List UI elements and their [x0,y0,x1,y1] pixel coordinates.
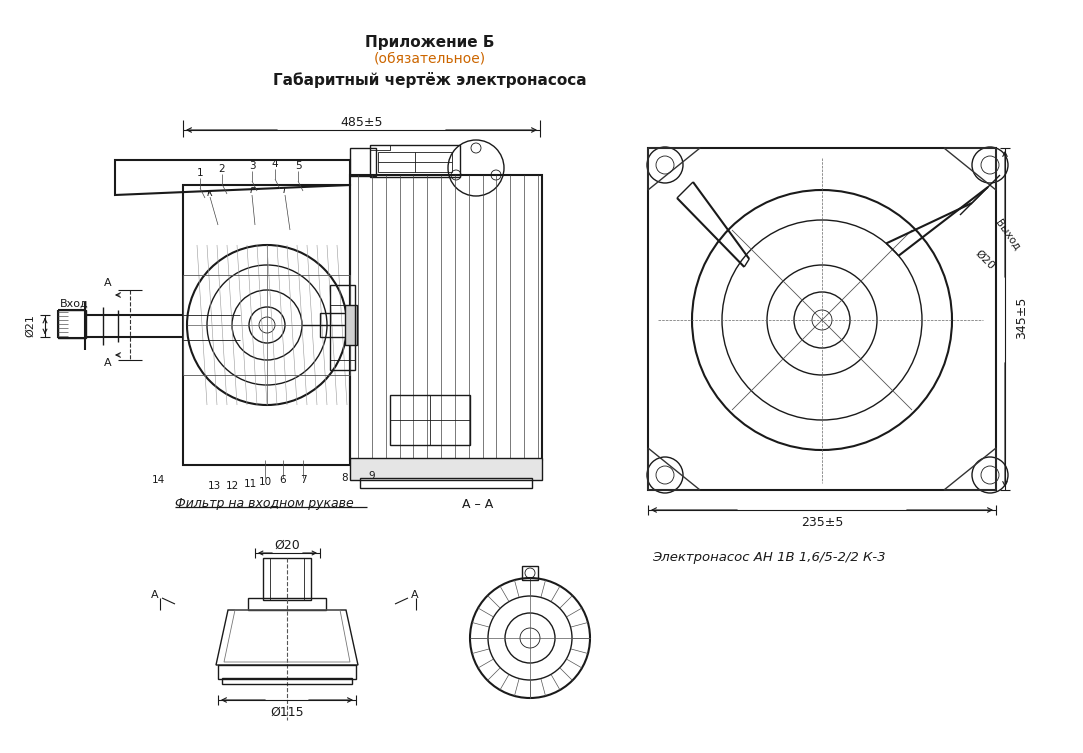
Text: 8: 8 [342,473,349,483]
Text: A: A [104,278,112,288]
Text: Ø115: Ø115 [270,706,304,718]
Bar [360,478,532,488]
Text: Ø20: Ø20 [274,538,300,551]
Text: 14: 14 [152,475,165,485]
Text: 7: 7 [300,475,306,485]
Text: 235±5: 235±5 [800,517,844,529]
Bar [522,566,538,580]
Bar [270,558,304,600]
Text: Электронасос АН 1В 1,6/5-2/2 К-3: Электронасос АН 1В 1,6/5-2/2 К-3 [652,551,886,565]
Text: 10: 10 [259,477,272,487]
Bar [370,145,390,150]
Bar [350,458,542,480]
Bar [183,185,350,465]
Text: Ø20: Ø20 [974,248,996,272]
Bar [222,678,352,684]
Text: 1: 1 [197,168,204,178]
Text: Габаритный чертёж электронасоса: Габаритный чертёж электронасоса [273,72,587,88]
Text: Фильтр на входном рукаве: Фильтр на входном рукаве [175,498,354,511]
Text: 2: 2 [219,164,225,174]
Bar [58,310,86,338]
Text: Приложение Б: Приложение Б [365,35,495,50]
Bar [345,305,357,345]
Bar [218,665,356,679]
Bar [350,175,542,460]
Text: (обязательное): (обязательное) [374,51,486,65]
Text: 12: 12 [225,481,238,491]
Text: A: A [104,358,112,368]
Text: г: г [249,185,255,195]
Bar [370,145,460,177]
Bar [350,148,376,176]
Text: 13: 13 [207,481,221,491]
Text: Ø21: Ø21 [25,315,35,337]
Bar [378,152,452,172]
Text: Выход: Выход [994,218,1022,252]
Bar [183,275,350,375]
Text: 11: 11 [244,479,257,489]
Text: г: г [283,185,288,195]
Text: 5: 5 [295,161,301,171]
Text: 4: 4 [272,159,278,169]
Text: 485±5: 485±5 [341,115,383,129]
Bar [248,598,326,610]
Bar [390,395,470,445]
Text: A: A [412,590,419,600]
Text: A: A [152,590,159,600]
Text: 9: 9 [368,471,376,481]
Text: к: к [207,188,213,198]
Text: Вход: Вход [60,299,89,309]
Bar [648,148,996,490]
Bar [330,285,355,370]
Text: 6: 6 [279,475,286,485]
Bar [263,558,311,600]
Text: 3: 3 [249,161,256,171]
Text: А – А: А – А [462,498,494,511]
Bar [319,313,350,337]
Text: 345±5: 345±5 [1016,297,1029,339]
